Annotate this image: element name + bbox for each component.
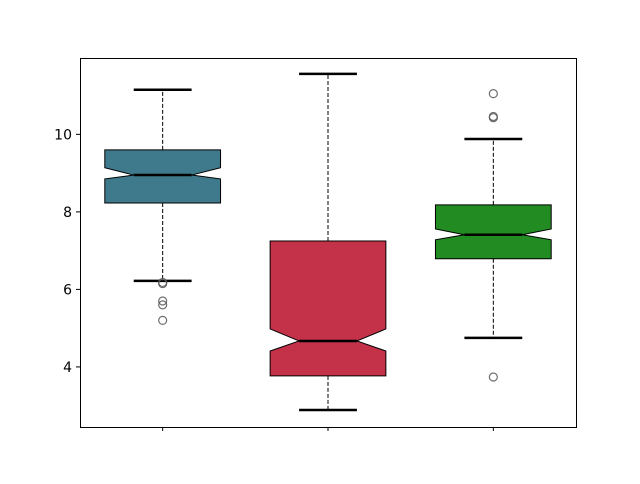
notched-box [434, 204, 552, 260]
notched-box [269, 240, 387, 377]
x-axis [162, 427, 494, 431]
y-tick-label: 10 [54, 127, 72, 143]
box-group [104, 88, 222, 326]
outlier-point [158, 277, 168, 288]
outlier-point [488, 89, 498, 99]
box-group [434, 89, 552, 382]
outlier-point [488, 372, 498, 382]
y-tick-label: 4 [63, 360, 72, 376]
box-group [269, 72, 387, 412]
outlier-point [158, 300, 168, 310]
notched-box [104, 149, 222, 204]
y-tick-label: 6 [63, 282, 72, 298]
y-axis: 4 6 8 10 [54, 127, 80, 376]
boxes [104, 72, 552, 412]
outlier-point [158, 315, 168, 326]
y-tick-label: 8 [63, 205, 72, 221]
outlier-point [488, 111, 498, 122]
outlier-point [158, 296, 168, 306]
